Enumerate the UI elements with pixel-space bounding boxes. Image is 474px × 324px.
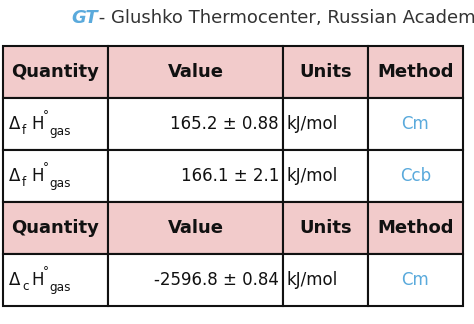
Bar [3,150,108,202]
Bar [368,254,463,306]
Text: kJ/mol: kJ/mol [287,271,338,289]
Text: Quantity: Quantity [11,63,100,81]
Bar [283,254,368,306]
Bar [108,202,283,254]
Bar [108,98,283,150]
Bar [3,46,108,98]
Text: Δ: Δ [9,167,20,185]
Text: gas: gas [49,124,71,137]
Text: Method: Method [377,219,454,237]
Bar [3,202,108,254]
Text: gas: gas [49,177,71,190]
Text: H: H [31,271,44,289]
Text: gas: gas [49,281,71,294]
Text: Ccb: Ccb [400,167,431,185]
Text: GT: GT [71,9,98,27]
Text: Value: Value [167,219,224,237]
Text: Units: Units [299,63,352,81]
Text: - Glushko Thermocenter, Russian Academy o: - Glushko Thermocenter, Russian Academy … [93,9,474,27]
Bar [108,46,283,98]
Text: Value: Value [167,63,224,81]
Bar [108,254,283,306]
Bar [283,98,368,150]
Text: kJ/mol: kJ/mol [287,167,338,185]
Bar [283,46,368,98]
Text: Method: Method [377,63,454,81]
Text: Δ: Δ [9,271,20,289]
Text: -2596.8 ± 0.84: -2596.8 ± 0.84 [154,271,279,289]
Text: °: ° [43,265,49,279]
Text: Quantity: Quantity [11,219,100,237]
Text: 165.2 ± 0.88: 165.2 ± 0.88 [170,115,279,133]
Bar [283,150,368,202]
Text: °: ° [43,161,49,175]
Bar [108,150,283,202]
Text: H: H [31,115,44,133]
Bar [368,46,463,98]
Text: H: H [31,167,44,185]
Text: Cm: Cm [401,115,429,133]
Bar [368,150,463,202]
Bar [3,98,108,150]
Text: 166.1 ± 2.1: 166.1 ± 2.1 [181,167,279,185]
Text: f: f [22,124,26,137]
Text: kJ/mol: kJ/mol [287,115,338,133]
Bar [283,202,368,254]
Text: f: f [22,177,26,190]
Bar [368,98,463,150]
Text: Cm: Cm [401,271,429,289]
Bar [3,254,108,306]
Text: c: c [22,281,28,294]
Text: °: ° [43,110,49,122]
Bar [368,202,463,254]
Text: Units: Units [299,219,352,237]
Text: Δ: Δ [9,115,20,133]
